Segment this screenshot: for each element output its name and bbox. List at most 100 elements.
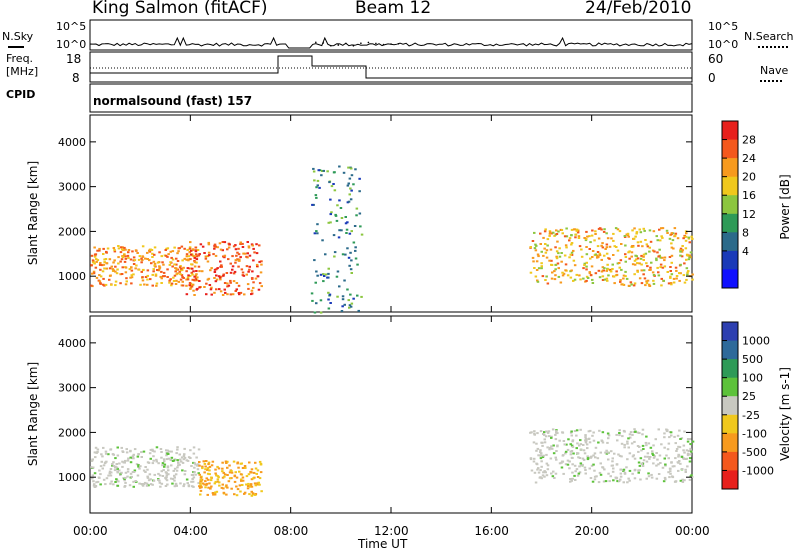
time-tick-label: 00:00: [73, 524, 108, 538]
power-colorbar-tick-label: 24: [742, 152, 756, 165]
noise-search-point: [315, 41, 317, 44]
nsky-label: N.Sky: [2, 30, 34, 43]
power-colorbar-segment: [722, 250, 738, 270]
velocity-cbar-label: Velocity [m s-1]: [778, 367, 792, 461]
time-tick-label: 12:00: [374, 524, 409, 538]
velocity-ylabel: Slant Range [km]: [26, 361, 40, 467]
power-colorbar-segment: [722, 232, 738, 252]
y-tick-label: 1000: [58, 471, 86, 484]
velocity-colorbar-tick-label: -1000: [742, 464, 774, 477]
power-echo-region: [185, 241, 263, 296]
station-title: King Salmon (fitACF): [92, 0, 268, 18]
power-colorbar-segment: [722, 158, 738, 178]
freq-tick-high: 18: [66, 52, 82, 66]
velocity-echo-region: [529, 428, 695, 484]
time-tick-label: 04:00: [173, 524, 208, 538]
power-colorbar-tick-label: 4: [742, 245, 749, 258]
y-tick-label: 4000: [58, 337, 86, 350]
power-colorbar-segment: [722, 195, 738, 215]
velocity-colorbar-segment: [722, 414, 738, 434]
power-colorbar-segment: [722, 176, 738, 196]
freq-unit-label: [MHz]: [6, 65, 39, 78]
velocity-colorbar-tick-label: -25: [742, 409, 760, 422]
noise-sky-line: [89, 36, 693, 49]
power-colorbar-segment: [722, 121, 738, 141]
time-tick-label: 00:00: [675, 524, 710, 538]
nsearch-legend-line: [758, 46, 788, 48]
power-cbar-label: Power [dB]: [778, 174, 792, 240]
noise-search-point: [382, 43, 385, 46]
velocity-colorbar-tick-label: 1000: [742, 335, 770, 348]
velocity-colorbar-tick-label: 25: [742, 390, 756, 403]
power-colorbar-tick-label: 28: [742, 134, 756, 147]
time-tick-label: 20:00: [574, 524, 610, 538]
power-panel-frame: [89, 114, 693, 313]
noise-search-point: [322, 42, 325, 44]
velocity-colorbar-segment: [722, 470, 738, 490]
nave-label: Nave: [760, 64, 789, 77]
velocity-colorbar-segment: [722, 396, 738, 416]
velocity-colorbar-segment: [722, 377, 738, 397]
freq-strip-frame: [89, 51, 693, 83]
nsky-legend-line: [8, 46, 24, 48]
power-ylabel: Slant Range [km]: [26, 160, 40, 266]
velocity-panel-frame: [89, 315, 693, 514]
y-tick-label: 4000: [58, 136, 86, 149]
y-tick-label: 2000: [58, 426, 86, 439]
velocity-colorbar-segment: [722, 359, 738, 379]
noise-search-point: [360, 42, 362, 44]
power-echo-region: [310, 165, 364, 314]
power-colorbar-tick-label: 16: [742, 189, 756, 202]
velocity-colorbar-segment: [722, 322, 738, 342]
power-colorbar-tick-label: 12: [742, 208, 756, 221]
date-title: 24/Feb/2010: [585, 0, 692, 18]
noise-search-point: [352, 45, 355, 47]
power-echo-region: [529, 227, 694, 287]
y-tick-label: 2000: [58, 225, 86, 238]
freq-label: Freq.: [6, 52, 34, 65]
velocity-colorbar-segment: [722, 433, 738, 453]
noise-strip-frame: [89, 19, 693, 51]
power-colorbar-frame: [721, 120, 739, 289]
nave-legend-line: [760, 80, 782, 82]
time-tick-label: 08:00: [273, 524, 309, 538]
y-tick-label: 1000: [58, 270, 86, 283]
velocity-colorbar-tick-label: -500: [742, 446, 767, 459]
cpid-label: CPID: [6, 88, 36, 101]
noise-tick-low: 10^0: [56, 38, 87, 51]
power-colorbar-tick-label: 20: [742, 171, 756, 184]
nave-tick-low: 0: [708, 71, 716, 85]
velocity-colorbar-tick-label: 100: [742, 372, 763, 385]
noise-search-point: [375, 42, 377, 45]
noise-search-point: [345, 42, 347, 45]
nave-tick-high: 60: [708, 52, 724, 66]
frequency-line: [90, 55, 692, 79]
velocity-colorbar-tick-label: -100: [742, 427, 767, 440]
velocity-colorbar-frame: [721, 321, 739, 490]
freq-tick-low: 8: [72, 71, 80, 85]
noise-search-point: [337, 44, 340, 46]
time-tick-label: 16:00: [474, 524, 509, 538]
time-axis-label: Time UT: [358, 537, 408, 551]
velocity-echo-region: [198, 460, 263, 497]
velocity-echo-region: [90, 446, 201, 488]
power-colorbar-segment: [722, 139, 738, 159]
velocity-colorbar-segment: [722, 451, 738, 471]
noise-search-point: [330, 44, 332, 47]
noise-tick-high: 10^5: [56, 20, 87, 33]
noise-tick-low-right: 10^0: [708, 38, 739, 51]
velocity-colorbar-tick-label: 500: [742, 353, 763, 366]
noise-search-point: [397, 43, 400, 45]
noise-tick-high-right: 10^5: [708, 20, 739, 33]
noise-search-point: [367, 41, 370, 44]
cpid-strip-frame: [89, 83, 693, 113]
power-echo-region: [90, 245, 201, 288]
power-colorbar-segment: [722, 269, 738, 289]
noise-search-point: [390, 43, 392, 45]
power-colorbar-segment: [722, 213, 738, 233]
y-tick-label: 3000: [58, 382, 86, 395]
y-tick-label: 3000: [58, 181, 86, 194]
beam-title: Beam 12: [355, 0, 432, 18]
velocity-colorbar-segment: [722, 340, 738, 360]
